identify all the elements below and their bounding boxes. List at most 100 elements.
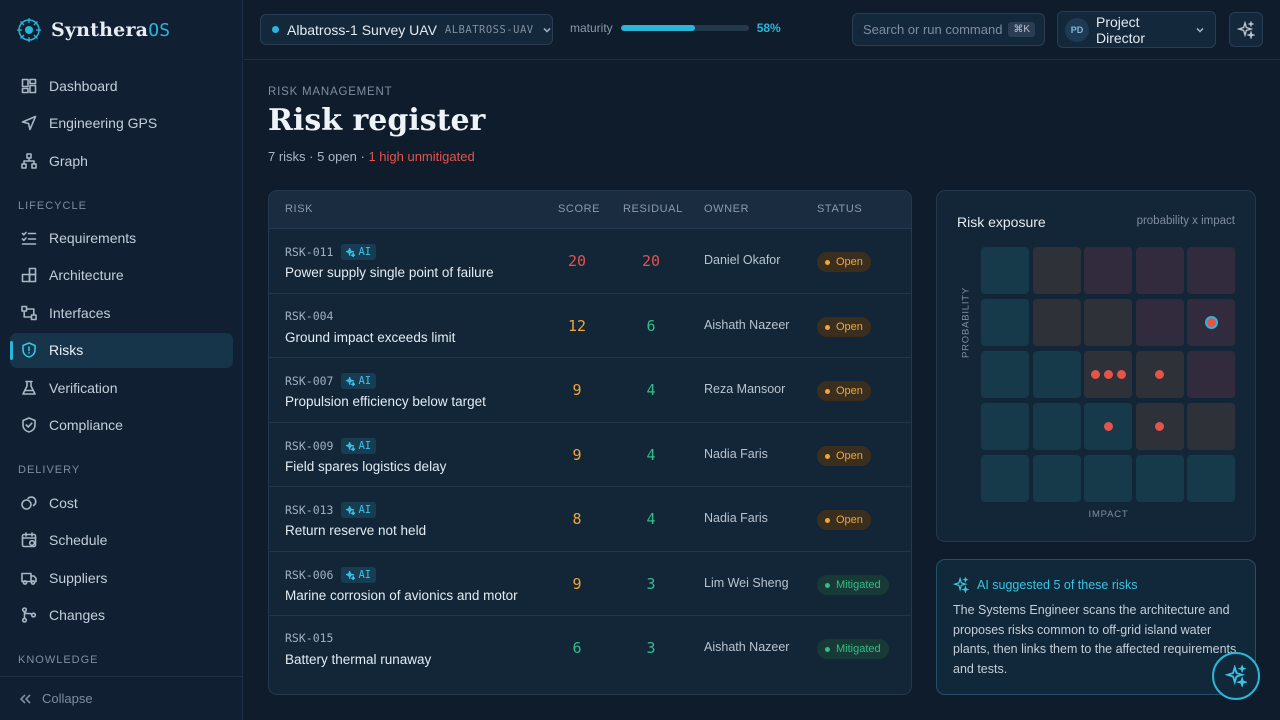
- risk-marker[interactable]: [1116, 370, 1126, 379]
- heatmap-cell[interactable]: [1084, 247, 1132, 294]
- sidebar-item-schedule[interactable]: Schedule: [10, 523, 233, 558]
- sidebar-item-requirements[interactable]: Requirements: [10, 220, 233, 255]
- heatmap-cell[interactable]: [1135, 299, 1184, 346]
- grid-icon: [21, 78, 37, 93]
- sidebar-item-changes[interactable]: Changes: [10, 598, 233, 633]
- risk-exposure-panel: Risk exposure probability x impact PROBA…: [936, 190, 1256, 542]
- table-row[interactable]: RSK-009 AI Field spares logistics delay 9 4 N…: [269, 423, 911, 487]
- risk-title: Marine corrosion of avionics and motor: [285, 588, 518, 603]
- risk-residual: 3: [646, 575, 656, 593]
- status-dot: [825, 646, 830, 652]
- heatmap-cell[interactable]: [1032, 299, 1081, 346]
- table-row[interactable]: RSK-006 AI Marine corrosion of avionics an…: [269, 552, 911, 616]
- heatmap-cell[interactable]: [1084, 299, 1132, 346]
- collapse-button[interactable]: Collapse: [0, 676, 243, 720]
- heatmap-cell[interactable]: [981, 403, 1029, 450]
- sidebar-item-architecture[interactable]: Architecture: [10, 258, 233, 293]
- heatmap-cell[interactable]: [1032, 403, 1081, 450]
- sidebar-item-risks[interactable]: Risks: [10, 332, 233, 368]
- table-row[interactable]: RSK-013 AI Return reserve not held 8 4 Nadia …: [269, 487, 911, 552]
- heatmap-cell[interactable]: [1187, 455, 1235, 502]
- heatmap-cell[interactable]: [1187, 351, 1235, 398]
- risk-marker[interactable]: [1103, 370, 1113, 379]
- sidebar-item-graph[interactable]: Graph: [10, 143, 233, 178]
- heatmap-cell[interactable]: [1135, 403, 1184, 450]
- heatmap-cell[interactable]: [1135, 247, 1184, 294]
- heatmap-cell[interactable]: [1187, 247, 1235, 294]
- sidebar-item-compliance[interactable]: Compliance: [10, 408, 233, 443]
- risk-id-text: RSK-015: [285, 631, 334, 645]
- risk-residual: 4: [646, 510, 656, 528]
- sparkles-icon: [346, 376, 356, 386]
- ai-assistant-fab[interactable]: [1212, 652, 1260, 700]
- table-row[interactable]: RSK-015 Battery thermal runaway 6 3 Aishath …: [269, 616, 911, 681]
- heatmap-cell[interactable]: [1135, 455, 1184, 502]
- risk-score: 12: [567, 317, 587, 335]
- heatmap-cell[interactable]: [1032, 351, 1081, 398]
- risk-score: 6: [572, 639, 582, 657]
- risk-id-text: RSK-004: [285, 309, 334, 323]
- section-lifecycle: LIFECYCLE: [18, 200, 87, 212]
- heatmap-cell[interactable]: [1032, 455, 1081, 502]
- heatmap-cell[interactable]: [1187, 403, 1235, 450]
- column-status[interactable]: STATUS: [817, 203, 863, 215]
- heatmap-cell[interactable]: [981, 247, 1029, 294]
- heatmap-cell[interactable]: [981, 455, 1029, 502]
- table-row[interactable]: RSK-004 Ground impact exceeds limit 12 6 Ais…: [269, 294, 911, 358]
- impact-axis-label: IMPACT: [1088, 509, 1129, 520]
- heatmap-cell[interactable]: [981, 351, 1029, 398]
- heatmap-cell[interactable]: [1135, 351, 1184, 398]
- sidebar-item-dashboard[interactable]: Dashboard: [10, 68, 233, 103]
- table-row[interactable]: RSK-011 AI Power supply single point of fa…: [269, 229, 911, 294]
- status-dot: [825, 388, 830, 394]
- table-row[interactable]: RSK-007 AI Propulsion efficiency below tar…: [269, 358, 911, 423]
- user-menu[interactable]: PD Project Director: [1057, 11, 1216, 48]
- risk-score: 20: [567, 252, 587, 270]
- heatmap-cell[interactable]: [1032, 247, 1081, 294]
- flask-icon: [22, 380, 36, 395]
- navigation-icon: [21, 115, 37, 131]
- column-score[interactable]: SCORE: [558, 203, 601, 215]
- risk-owner: Reza Mansoor: [704, 382, 786, 396]
- ai-badge-label: AI: [358, 375, 372, 387]
- heatmap-cell[interactable]: [1084, 455, 1132, 502]
- sidebar-item-engineering-gps[interactable]: Engineering GPS: [10, 106, 233, 141]
- risk-id: RSK-004: [285, 309, 333, 323]
- ai-assistant-button[interactable]: [1229, 12, 1263, 47]
- status-dot: [825, 453, 830, 459]
- ai-suggested-badge: AI: [341, 373, 377, 389]
- risk-score: 8: [572, 510, 582, 528]
- risk-marker[interactable]: [1103, 422, 1113, 431]
- maturity-progress-bar: [620, 25, 749, 31]
- risk-marker[interactable]: [1090, 370, 1100, 379]
- project-status-dot: [272, 26, 279, 33]
- breadcrumb: RISK MANAGEMENT: [268, 86, 393, 98]
- risk-marker[interactable]: [1155, 370, 1164, 379]
- column-owner[interactable]: OWNER: [704, 203, 750, 215]
- risk-score: 9: [572, 446, 582, 464]
- sidebar-item-label: Graph: [49, 152, 88, 169]
- heatmap-cell[interactable]: [1084, 403, 1132, 450]
- sidebar-item-cost[interactable]: Cost: [10, 485, 233, 520]
- probability-axis-label: PROBABILITY: [960, 286, 972, 359]
- maturity-label: maturity: [570, 21, 613, 35]
- sidebar-item-verification[interactable]: Verification: [10, 370, 233, 405]
- column-risk[interactable]: RISK: [285, 203, 314, 215]
- heatmap-cell[interactable]: [981, 299, 1029, 346]
- risk-title: Battery thermal runaway: [285, 652, 432, 667]
- column-residual[interactable]: RESIDUAL: [623, 203, 683, 215]
- project-selector[interactable]: Albatross-1 Survey UAV ALBATROSS-UAV: [260, 14, 553, 45]
- risk-id-text: RSK-006: [285, 568, 334, 582]
- status-label: Open: [836, 385, 863, 397]
- risk-marker[interactable]: [1155, 422, 1164, 431]
- logo-icon: [17, 18, 41, 42]
- command-search-input[interactable]: Search or run command ⌘K: [852, 13, 1045, 46]
- heatmap-cell[interactable]: [1084, 351, 1132, 398]
- risk-owner: Aishath Nazeer: [704, 640, 790, 654]
- heatmap-cell[interactable]: [1187, 299, 1235, 346]
- sidebar-item-interfaces[interactable]: Interfaces: [10, 295, 233, 330]
- ai-suggested-badge: AI: [341, 244, 377, 260]
- risk-marker[interactable]: [1204, 316, 1218, 329]
- app-logo[interactable]: SyntheraOS: [16, 17, 170, 43]
- sidebar-item-suppliers[interactable]: Suppliers: [10, 560, 233, 595]
